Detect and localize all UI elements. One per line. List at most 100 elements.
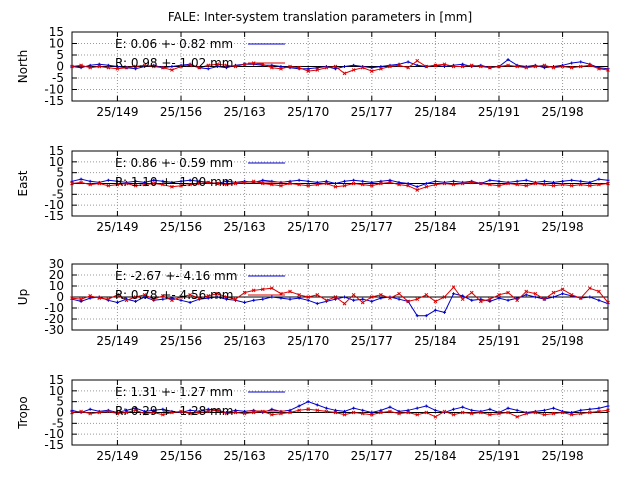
data-point — [115, 182, 120, 187]
y-tick-label: 15 — [49, 373, 64, 387]
data-point — [515, 298, 520, 303]
data-point — [533, 64, 538, 69]
y-tick-label: -10 — [44, 83, 64, 97]
y-tick-label: 20 — [49, 268, 64, 282]
legend-label-R: R: 0.98 +- 1.02 mm — [115, 56, 233, 70]
data-point — [197, 296, 202, 300]
panel-up: 25/149 25/156 25/163 25/170 25/177 25/184 25/1… — [16, 257, 610, 348]
data-point — [106, 65, 111, 70]
data-point — [397, 411, 401, 416]
data-point — [279, 66, 283, 71]
data-point — [115, 411, 120, 416]
data-point — [397, 291, 401, 296]
y-tick-label: -15 — [44, 438, 64, 452]
data-point — [369, 183, 374, 188]
y-tick-label: 5 — [56, 166, 64, 180]
data-point — [270, 182, 274, 187]
data-point — [351, 410, 356, 415]
data-point — [206, 294, 211, 298]
data-point — [115, 66, 120, 71]
chart-title: FALE: Inter-system translation parameter… — [168, 10, 472, 24]
legend-label-E: E: 0.06 +- 0.82 mm — [115, 37, 233, 51]
data-point — [315, 68, 320, 72]
data-point — [188, 411, 192, 416]
series-line-R — [71, 286, 609, 305]
data-point — [388, 296, 392, 300]
data-point — [297, 292, 301, 297]
data-point — [578, 296, 583, 300]
panel-east: 25/149 25/156 25/163 25/170 25/177 25/184 25/1… — [16, 144, 610, 234]
data-point — [70, 181, 74, 186]
data-point — [515, 182, 520, 187]
data-point — [569, 292, 574, 297]
y-axis-label: Up — [16, 289, 30, 305]
data-point — [442, 62, 447, 67]
data-point — [206, 63, 211, 68]
data-point — [551, 290, 556, 295]
data-point — [524, 411, 529, 416]
y-tick-label: -15 — [44, 94, 64, 108]
x-tick-label: 25/156 — [160, 334, 202, 348]
data-point — [188, 63, 192, 68]
data-point — [379, 410, 383, 415]
x-tick-label: 25/170 — [287, 334, 329, 348]
data-point — [79, 180, 83, 185]
data-point — [606, 408, 610, 413]
y-tick-label: 0 — [56, 406, 64, 420]
data-point — [460, 64, 465, 69]
data-point — [151, 64, 156, 69]
legend-label-R: R: 0.78 +- 4.56 mm — [115, 288, 233, 302]
y-tick-label: -5 — [52, 71, 64, 85]
data-point — [142, 182, 147, 187]
data-point — [233, 181, 238, 186]
x-tick-label: 25/191 — [478, 220, 520, 234]
data-point — [124, 181, 129, 186]
data-point — [242, 62, 247, 67]
data-point — [97, 410, 102, 415]
data-point — [587, 286, 592, 291]
data-point — [560, 410, 565, 415]
data-point — [369, 69, 374, 73]
data-point — [406, 299, 410, 304]
data-point — [342, 183, 347, 188]
data-point — [324, 65, 329, 70]
data-point — [324, 181, 329, 186]
data-point — [388, 409, 392, 414]
data-point — [333, 295, 338, 299]
data-point — [106, 183, 111, 188]
data-point — [478, 299, 483, 304]
data-point — [324, 409, 329, 414]
data-point — [506, 410, 510, 415]
y-tick-label: -20 — [44, 312, 64, 326]
data-point — [151, 297, 156, 302]
y-tick-label: 5 — [56, 395, 64, 409]
data-point — [179, 183, 183, 188]
data-point — [542, 297, 547, 302]
y-tick-label: -15 — [44, 209, 64, 223]
data-point — [587, 63, 592, 68]
data-point — [306, 295, 311, 299]
data-point — [451, 412, 456, 417]
data-point — [488, 412, 492, 417]
data-point — [560, 64, 565, 69]
data-point — [215, 62, 220, 67]
data-point — [415, 297, 420, 302]
data-point — [160, 65, 165, 70]
x-tick-label: 25/149 — [96, 449, 138, 463]
data-point — [578, 64, 583, 69]
data-point — [406, 183, 410, 188]
data-point — [497, 411, 501, 416]
data-point — [115, 292, 120, 297]
data-point — [497, 292, 501, 297]
y-tick-label: 15 — [49, 25, 64, 39]
data-point — [306, 407, 311, 412]
data-point — [179, 409, 183, 414]
data-point — [297, 65, 301, 70]
data-point — [133, 183, 138, 188]
data-point — [433, 414, 438, 419]
data-point — [124, 298, 129, 303]
x-tick-label: 25/163 — [224, 334, 266, 348]
y-tick-label: 0 — [56, 60, 64, 74]
data-point — [524, 183, 529, 188]
